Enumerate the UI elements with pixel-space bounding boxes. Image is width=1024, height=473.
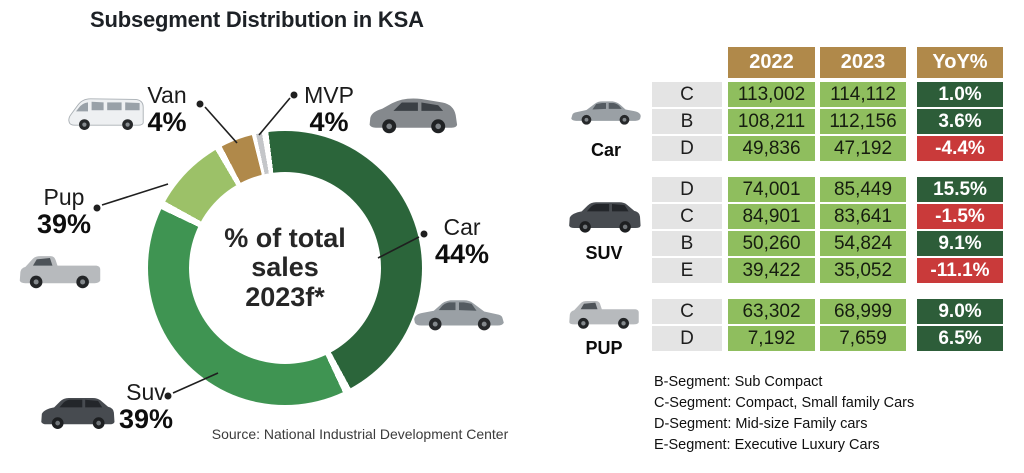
segment-cell: C bbox=[652, 82, 722, 107]
value-2022-cell: 50,260 bbox=[728, 231, 815, 256]
segment-label-van: Van 4% bbox=[147, 82, 187, 138]
donut-chart: % of total sales 2023f* bbox=[148, 131, 422, 405]
subsegment-table: 2022 2023 YoY% C 113,002 114,112 1.0% B … bbox=[652, 47, 1004, 353]
group-divider bbox=[652, 163, 1004, 177]
yoy-badge: 15.5% bbox=[917, 177, 1003, 202]
yoy-badge: -4.4% bbox=[917, 136, 1003, 161]
segment-label-pup: Pup 39% bbox=[36, 184, 92, 240]
segment-cell: E bbox=[652, 258, 722, 283]
segment-cell: B bbox=[652, 231, 722, 256]
value-2022-cell: 63,302 bbox=[728, 299, 815, 324]
column-header-2022: 2022 bbox=[728, 47, 815, 78]
value-2022-cell: 7,192 bbox=[728, 326, 815, 351]
table-row: B 50,260 54,824 9.1% bbox=[652, 231, 1004, 256]
table-header-row: 2022 2023 YoY% bbox=[652, 47, 1004, 78]
table-row: D 49,836 47,192 -4.4% bbox=[652, 136, 1004, 161]
footnote: B-Segment: Sub Compact bbox=[654, 374, 823, 390]
donut-center: % of total sales 2023f* bbox=[189, 172, 381, 364]
footnote: C-Segment: Compact, Small family Cars bbox=[654, 395, 915, 412]
footnote: D-Segment: Mid-size Family cars bbox=[654, 416, 868, 433]
pickup-icon bbox=[566, 288, 642, 338]
value-2023-cell: 68,999 bbox=[820, 299, 906, 324]
segment-cell: D bbox=[652, 326, 722, 351]
column-header-yoy: YoY% bbox=[917, 47, 1003, 78]
value-2023-cell: 114,112 bbox=[820, 82, 906, 107]
van-icon bbox=[64, 83, 148, 141]
group-label-pup: PUP bbox=[585, 338, 623, 358]
table-row: D 74,001 85,449 15.5% bbox=[652, 177, 1004, 202]
value-2023-cell: 112,156 bbox=[820, 109, 906, 134]
mpv-icon bbox=[364, 82, 462, 144]
suv-icon bbox=[564, 191, 644, 241]
yoy-badge: -11.1% bbox=[917, 258, 1003, 283]
group-label-car: Car bbox=[590, 140, 621, 160]
segment-cell: D bbox=[652, 136, 722, 161]
sedan-icon bbox=[568, 86, 644, 134]
value-2023-cell: 83,641 bbox=[820, 204, 906, 229]
segment-label-suv: Suv 39% bbox=[118, 379, 174, 435]
yoy-badge: 9.0% bbox=[917, 299, 1003, 324]
yoy-badge: -1.5% bbox=[917, 204, 1003, 229]
value-2022-cell: 84,901 bbox=[728, 204, 815, 229]
segment-cell: C bbox=[652, 204, 722, 229]
group-label-suv: SUV bbox=[585, 243, 623, 263]
pickup-icon bbox=[16, 241, 104, 299]
pup-leader-line bbox=[93, 183, 169, 212]
value-2022-cell: 74,001 bbox=[728, 177, 815, 202]
column-header-2023: 2023 bbox=[820, 47, 906, 78]
donut-center-label: % of total sales 2023f* bbox=[224, 223, 346, 312]
yoy-badge: 3.6% bbox=[917, 109, 1003, 134]
table-row: C 113,002 114,112 1.0% bbox=[652, 82, 1004, 107]
value-2022-cell: 108,211 bbox=[728, 109, 815, 134]
table-row: E 39,422 35,052 -11.1% bbox=[652, 258, 1004, 283]
value-2023-cell: 47,192 bbox=[820, 136, 906, 161]
mvp-leader-line bbox=[258, 91, 298, 136]
footnote: E-Segment: Executive Luxury Cars bbox=[654, 437, 880, 454]
segment-cell: B bbox=[652, 109, 722, 134]
value-2023-cell: 35,052 bbox=[820, 258, 906, 283]
yoy-badge: 6.5% bbox=[917, 326, 1003, 351]
table-row: C 63,302 68,999 9.0% bbox=[652, 299, 1004, 324]
segment-label-car: Car 44% bbox=[434, 214, 490, 270]
header-spacer bbox=[652, 47, 722, 78]
source-note: Source: National Industrial Development … bbox=[211, 426, 509, 442]
page-title: Subsegment Distribution in KSA bbox=[90, 7, 424, 32]
segment-cell: D bbox=[652, 177, 722, 202]
value-2022-cell: 49,836 bbox=[728, 136, 815, 161]
value-2022-cell: 113,002 bbox=[728, 82, 815, 107]
yoy-badge: 9.1% bbox=[917, 231, 1003, 256]
sedan-icon bbox=[410, 283, 508, 340]
segment-cell: C bbox=[652, 299, 722, 324]
table-row: B 108,211 112,156 3.6% bbox=[652, 109, 1004, 134]
value-2022-cell: 39,422 bbox=[728, 258, 815, 283]
segment-footnotes: B-Segment: Sub Compact C-Segment: Compac… bbox=[654, 372, 914, 456]
value-2023-cell: 54,824 bbox=[820, 231, 906, 256]
table-row: D 7,192 7,659 6.5% bbox=[652, 326, 1004, 351]
value-2023-cell: 7,659 bbox=[820, 326, 906, 351]
value-2023-cell: 85,449 bbox=[820, 177, 906, 202]
yoy-badge: 1.0% bbox=[917, 82, 1003, 107]
van-leader-line bbox=[196, 100, 238, 144]
group-divider bbox=[652, 285, 1004, 299]
suv-icon bbox=[36, 383, 118, 441]
segment-label-mvp: MVP 4% bbox=[304, 82, 354, 138]
table-row: C 84,901 83,641 -1.5% bbox=[652, 204, 1004, 229]
